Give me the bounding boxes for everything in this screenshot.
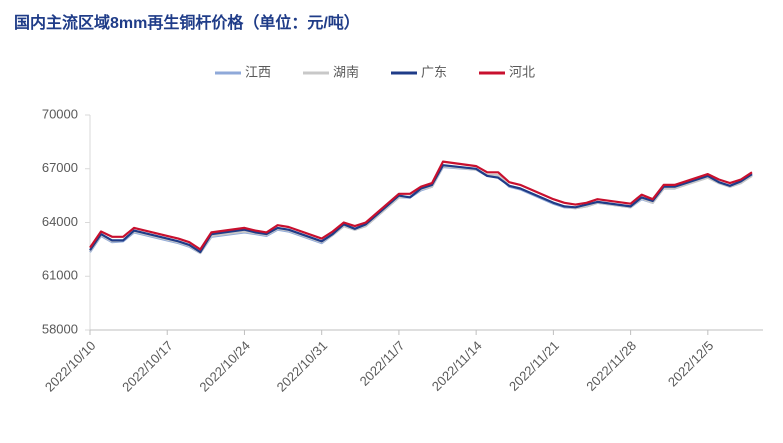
x-tick-label: 2022/11/21 <box>506 338 562 394</box>
series-line <box>89 160 753 251</box>
y-tick-label: 61000 <box>42 268 78 283</box>
x-tick-label: 2022/10/24 <box>196 338 253 395</box>
y-tick-label: 67000 <box>42 160 78 175</box>
chart-title: 国内主流区域8mm再生铜杆价格（单位：元/吨） <box>14 13 360 32</box>
y-tick-label: 58000 <box>42 321 78 336</box>
x-tick-label: 2022/12/5 <box>665 338 717 390</box>
series-line <box>89 165 753 255</box>
x-tick-label: 2022/11/28 <box>583 338 639 394</box>
y-tick-label: 70000 <box>42 106 78 121</box>
legend-label: 广东 <box>421 64 447 79</box>
series-line <box>89 164 753 254</box>
y-tick-label: 64000 <box>42 214 78 229</box>
legend-label: 湖南 <box>333 64 359 79</box>
series-line <box>89 165 753 255</box>
legend-label: 河北 <box>509 64 535 79</box>
x-tick-label: 2022/11/7 <box>357 338 408 389</box>
x-tick-label: 2022/11/14 <box>429 338 485 394</box>
legend-label: 江西 <box>245 64 271 79</box>
x-tick-label: 2022/10/17 <box>119 338 176 395</box>
x-tick-label: 2022/10/31 <box>274 338 331 395</box>
x-tick-label: 2022/10/10 <box>42 338 99 395</box>
